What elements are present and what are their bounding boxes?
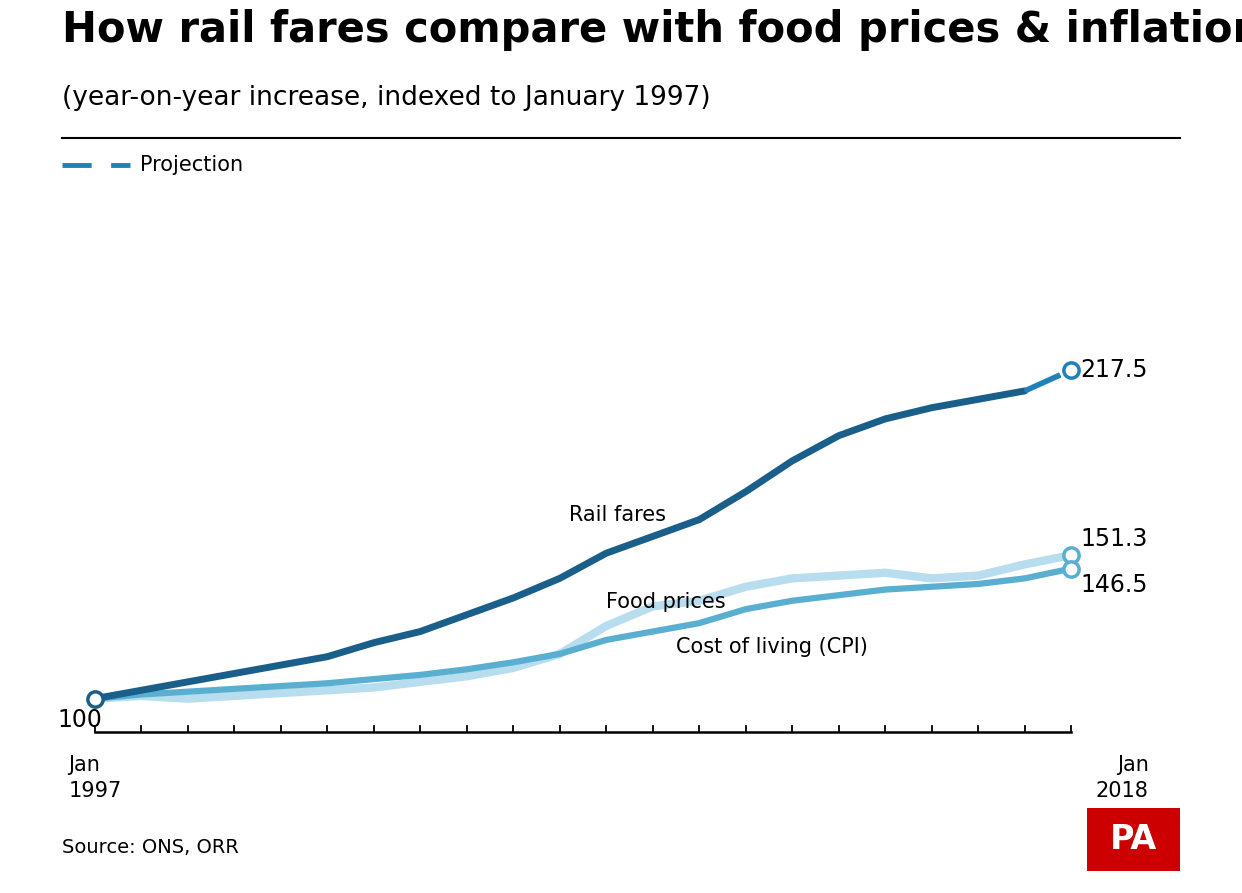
Text: 217.5: 217.5: [1081, 358, 1148, 382]
Text: Jan: Jan: [68, 755, 101, 774]
Text: Rail fares: Rail fares: [569, 505, 666, 525]
Text: How rail fares compare with food prices & inflation: How rail fares compare with food prices …: [62, 9, 1242, 51]
Text: Cost of living (CPI): Cost of living (CPI): [676, 637, 868, 656]
Text: Projection: Projection: [140, 155, 243, 175]
Text: 2018: 2018: [1095, 781, 1149, 801]
Text: Source: ONS, ORR: Source: ONS, ORR: [62, 839, 238, 857]
Text: 1997: 1997: [68, 781, 122, 801]
Text: Food prices: Food prices: [606, 592, 725, 612]
Text: 100: 100: [57, 708, 102, 732]
Text: 151.3: 151.3: [1081, 527, 1148, 551]
Text: Jan: Jan: [1117, 755, 1149, 774]
Text: PA: PA: [1109, 823, 1158, 855]
Text: (year-on-year increase, indexed to January 1997): (year-on-year increase, indexed to Janua…: [62, 85, 710, 111]
Text: 146.5: 146.5: [1081, 572, 1148, 597]
